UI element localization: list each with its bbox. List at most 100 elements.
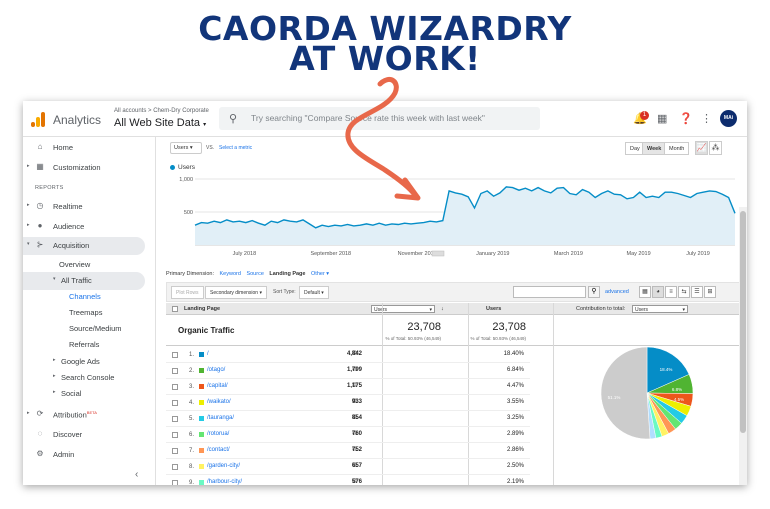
table-search-icon[interactable]: ⚲: [588, 286, 600, 298]
landing-page-link[interactable]: /tauranga/: [207, 415, 235, 421]
landing-page-link[interactable]: /otago/: [207, 367, 226, 373]
row-checkbox[interactable]: [172, 464, 178, 470]
home-icon: ⌂: [37, 142, 43, 151]
open-link-icon[interactable]: ⧉: [352, 430, 357, 437]
plot-rows-button[interactable]: Plot Rows: [171, 286, 204, 299]
motion-chart-icon[interactable]: ⁂: [709, 141, 722, 155]
landing-page-link[interactable]: /waikato/: [207, 399, 231, 405]
users-value: 1,799: [346, 367, 362, 373]
open-link-icon[interactable]: ⧉: [352, 382, 357, 389]
contribution-metric-select[interactable]: Users ▾: [632, 305, 688, 313]
chart-legend: Users: [170, 164, 195, 171]
landing-page-link[interactable]: /harbour-city/: [207, 479, 243, 485]
term-cloud-view-icon[interactable]: ☰: [691, 286, 703, 298]
landing-page-link[interactable]: /capital/: [207, 383, 228, 389]
users-value: 760: [351, 431, 362, 437]
apps-grid-icon[interactable]: ▦: [657, 113, 668, 125]
sort-type-dropdown[interactable]: Default ▾: [299, 286, 329, 299]
pie-view-icon[interactable]: ◕: [652, 286, 664, 298]
metric-selector[interactable]: Users ▾: [170, 142, 202, 154]
landing-page-link[interactable]: /garden-city/: [207, 463, 241, 469]
table-row: 8. /garden-city/ ⧉ 657 2.50%: [166, 459, 530, 475]
analytics-logo-icon[interactable]: [31, 112, 45, 127]
landing-page-link[interactable]: /rotorua/: [207, 431, 230, 437]
row-checkbox[interactable]: [172, 448, 178, 454]
select-metric-link[interactable]: Select a metric: [219, 145, 253, 151]
total-users-note-2: % of Total: 50.93% (46,549): [470, 336, 526, 341]
open-link-icon[interactable]: ⧉: [352, 446, 357, 453]
table-view-icon[interactable]: ▦: [639, 286, 651, 298]
users-column-header[interactable]: Users: [486, 306, 502, 312]
vertical-scrollbar[interactable]: [739, 207, 747, 485]
x-tick-label: March 2019: [554, 251, 583, 257]
sort-desc-icon[interactable]: ↓: [441, 306, 444, 312]
table-search-input[interactable]: [513, 286, 586, 298]
search-bar[interactable]: ⚲ Try searching "Compare Source rate thi…: [219, 107, 540, 130]
row-color-swatch: [199, 432, 204, 437]
row-color-swatch: [199, 416, 204, 421]
acquisition-icon: ⊱: [36, 240, 44, 249]
property-selector[interactable]: All Web Site Data ▾: [114, 117, 206, 129]
collapse-arrow-icon: ▾: [27, 241, 30, 247]
landing-page-link[interactable]: /contact/: [207, 447, 230, 453]
dimension-source-link[interactable]: Source: [246, 271, 264, 277]
dimension-keyword-link[interactable]: Keyword: [219, 271, 241, 277]
dimension-other-link[interactable]: Other ▾: [311, 271, 330, 277]
row-checkbox[interactable]: [172, 416, 178, 422]
x-tick-label: July 2018: [233, 251, 257, 257]
secondary-dimension-dropdown[interactable]: Secondary dimension ▾: [205, 286, 267, 299]
collapse-sidebar-icon[interactable]: ‹: [135, 469, 139, 480]
select-all-checkbox[interactable]: [172, 306, 178, 312]
pivot-view-icon[interactable]: ⊞: [704, 286, 716, 298]
help-icon[interactable]: ❓: [679, 113, 693, 125]
row-checkbox[interactable]: [172, 352, 178, 358]
open-link-icon[interactable]: ⧉: [352, 350, 357, 357]
comparison-view-icon[interactable]: ⇆: [678, 286, 690, 298]
users-chart: 1,000 500 July 2018 September 2018 November …: [157, 173, 747, 261]
open-link-icon[interactable]: ⧉: [352, 398, 357, 405]
pie-slice-label: 4.5%: [674, 397, 684, 402]
granularity-month-button[interactable]: Month: [664, 142, 690, 155]
row-checkbox[interactable]: [172, 400, 178, 406]
users-value: 4,842: [346, 351, 362, 357]
dimension-landing-page[interactable]: Landing Page: [269, 271, 306, 277]
users-percent: 4.47%: [506, 383, 524, 389]
avatar[interactable]: MAi: [720, 110, 737, 127]
expand-arrow-icon: ▸: [27, 202, 30, 208]
row-checkbox[interactable]: [172, 432, 178, 438]
pie-slice[interactable]: [646, 346, 690, 394]
open-link-icon[interactable]: ⧉: [352, 414, 357, 421]
metric-column-select[interactable]: Users ▾: [371, 305, 435, 313]
column-divider: [553, 303, 554, 485]
landing-page-header[interactable]: Landing Page: [184, 306, 221, 312]
performance-view-icon[interactable]: ≡: [665, 286, 677, 298]
breadcrumb[interactable]: All accounts > Chem-Dry Corporate: [114, 108, 209, 114]
table-row: 1. / ⧉ 4,842 18.40%: [166, 347, 530, 363]
open-link-icon[interactable]: ⧉: [352, 462, 357, 469]
advanced-filter-link[interactable]: advanced: [605, 289, 629, 295]
scrollbar-thumb[interactable]: [740, 211, 746, 433]
row-checkbox[interactable]: [172, 368, 178, 374]
sidebar-item-acquisition[interactable]: ▾ ⊱ Acquisition: [23, 237, 145, 255]
row-checkbox[interactable]: [172, 384, 178, 390]
open-link-icon[interactable]: ⧉: [352, 478, 357, 485]
table-row: 6. /rotorua/ ⧉ 760 2.89%: [166, 427, 530, 443]
users-value: 576: [351, 479, 362, 485]
row-number: 9.: [189, 480, 195, 485]
open-link-icon[interactable]: ⧉: [352, 366, 357, 373]
expand-arrow-icon: ▸: [27, 222, 30, 228]
line-chart-icon[interactable]: 📈: [695, 141, 708, 155]
dropdown-arrow-icon: ▾: [682, 307, 685, 313]
users-percent: 2.89%: [506, 431, 524, 437]
row-checkbox[interactable]: [172, 480, 178, 485]
more-vert-icon[interactable]: ⋮: [701, 113, 712, 125]
users-percent: 2.86%: [506, 447, 524, 453]
landing-page-link[interactable]: /: [207, 351, 209, 357]
sidebar-item-all-traffic[interactable]: ▾ All Traffic: [23, 272, 145, 290]
main-content: Users ▾ VS. Select a metric Day Week Mon…: [157, 137, 747, 485]
users-percent: 2.50%: [506, 463, 524, 469]
granularity-week-button[interactable]: Week: [642, 142, 667, 155]
chart-resize-handle: [431, 250, 445, 257]
primary-dimension-bar: Primary Dimension: Keyword Source Landin…: [166, 271, 330, 277]
pie-slice[interactable]: [600, 346, 651, 440]
